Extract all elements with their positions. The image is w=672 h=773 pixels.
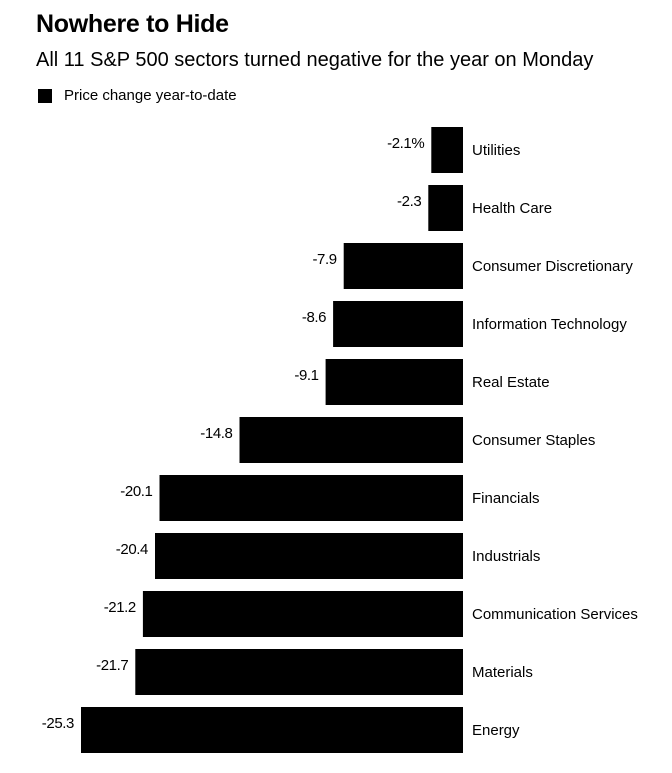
category-label-materials: Materials — [472, 664, 533, 681]
bar-consumer-staples — [239, 417, 463, 463]
bar-communication-services — [142, 591, 463, 637]
category-label-communication-services: Communication Services — [472, 606, 638, 623]
legend: Price change year-to-date — [36, 87, 237, 104]
value-label-consumer-staples: -14.8 — [200, 425, 232, 442]
category-label-real-estate: Real Estate — [472, 374, 550, 391]
category-label-industrials: Industrials — [472, 548, 540, 565]
value-label-consumer-discretionary: -7.9 — [312, 251, 336, 268]
legend-label: Price change year-to-date — [64, 87, 237, 104]
category-label-information-technology: Information Technology — [472, 316, 627, 333]
category-label-energy: Energy — [472, 722, 520, 739]
bar-consumer-discretionary — [343, 243, 463, 289]
value-label-real-estate: -9.1 — [294, 367, 318, 384]
value-label-materials: -21.7 — [96, 657, 128, 674]
bar-energy — [81, 707, 463, 753]
category-label-utilities: Utilities — [472, 142, 520, 159]
chart-subtitle: All 11 S&P 500 sectors turned negative f… — [36, 49, 594, 71]
bar-real-estate — [325, 359, 463, 405]
bar-utilities — [431, 127, 463, 173]
value-label-utilities: -2.1% — [387, 135, 424, 152]
category-label-consumer-discretionary: Consumer Discretionary — [472, 258, 633, 275]
bar-industrials — [155, 533, 463, 579]
bar-information-technology — [333, 301, 463, 347]
value-label-financials: -20.1 — [120, 483, 152, 500]
bar-health-care — [428, 185, 463, 231]
bar-financials — [159, 475, 463, 521]
value-label-industrials: -20.4 — [116, 541, 148, 558]
chart-title: Nowhere to Hide — [36, 10, 229, 38]
bar-materials — [135, 649, 464, 695]
category-label-financials: Financials — [472, 490, 540, 507]
category-label-health-care: Health Care — [472, 200, 552, 217]
category-label-consumer-staples: Consumer Staples — [472, 432, 595, 449]
value-label-health-care: -2.3 — [397, 193, 421, 210]
value-label-communication-services: -21.2 — [104, 599, 136, 616]
value-label-information-technology: -8.6 — [302, 309, 326, 326]
legend-swatch — [38, 88, 52, 103]
value-label-energy: -25.3 — [42, 715, 74, 732]
